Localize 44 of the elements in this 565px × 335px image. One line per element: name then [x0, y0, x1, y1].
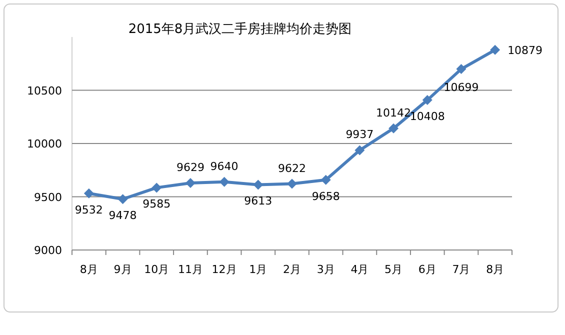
data-label: 9937	[346, 128, 374, 142]
x-tick-label: 11月	[178, 263, 203, 276]
point	[422, 95, 432, 106]
data-label: 9658	[312, 190, 340, 203]
point	[185, 178, 196, 188]
x-tick-label: 7月	[452, 263, 470, 276]
x-tick-label: 1月	[249, 263, 268, 276]
data-label: 9585	[142, 198, 171, 211]
point	[253, 180, 264, 190]
data-label: 10699	[444, 81, 479, 94]
data-label: 9622	[278, 162, 306, 175]
point	[320, 174, 331, 185]
data-label: 9478	[108, 209, 137, 222]
y-tick-label: 9000	[34, 244, 62, 257]
data-label: 9629	[176, 161, 204, 174]
point	[152, 182, 162, 193]
x-tick-label: 3月	[316, 263, 335, 276]
x-tick-label: 8月	[486, 263, 504, 276]
x-tick-label: 8月	[80, 263, 98, 276]
x-tick-label: 4月	[350, 263, 369, 276]
x-tick-label: 12月	[212, 263, 237, 276]
point	[456, 64, 466, 74]
y-tick-label: 10000	[27, 138, 62, 150]
point	[354, 145, 365, 156]
data-label: 9532	[74, 203, 103, 216]
point	[287, 178, 297, 189]
x-tick-label: 5月	[384, 263, 403, 276]
point	[490, 44, 500, 55]
y-tick-label: 9500	[34, 190, 62, 204]
point	[84, 188, 94, 198]
x-tick-label: 6月	[418, 263, 436, 276]
data-label: 10408	[410, 110, 445, 124]
data-label: 9613	[244, 194, 272, 208]
x-tick-label: 2月	[283, 263, 301, 276]
data-label: 9640	[210, 160, 238, 173]
x-tick-label: 10月	[144, 263, 170, 276]
point	[219, 176, 230, 187]
data-label: 10142	[376, 106, 412, 120]
point	[118, 194, 128, 204]
point	[388, 123, 399, 134]
y-tick-label: 10500	[27, 84, 62, 98]
x-tick-label: 9月	[114, 263, 132, 276]
chart-title: 2015年8月武汉二手房挂牌均价走势图	[128, 21, 352, 37]
data-label: 10879	[508, 44, 543, 57]
